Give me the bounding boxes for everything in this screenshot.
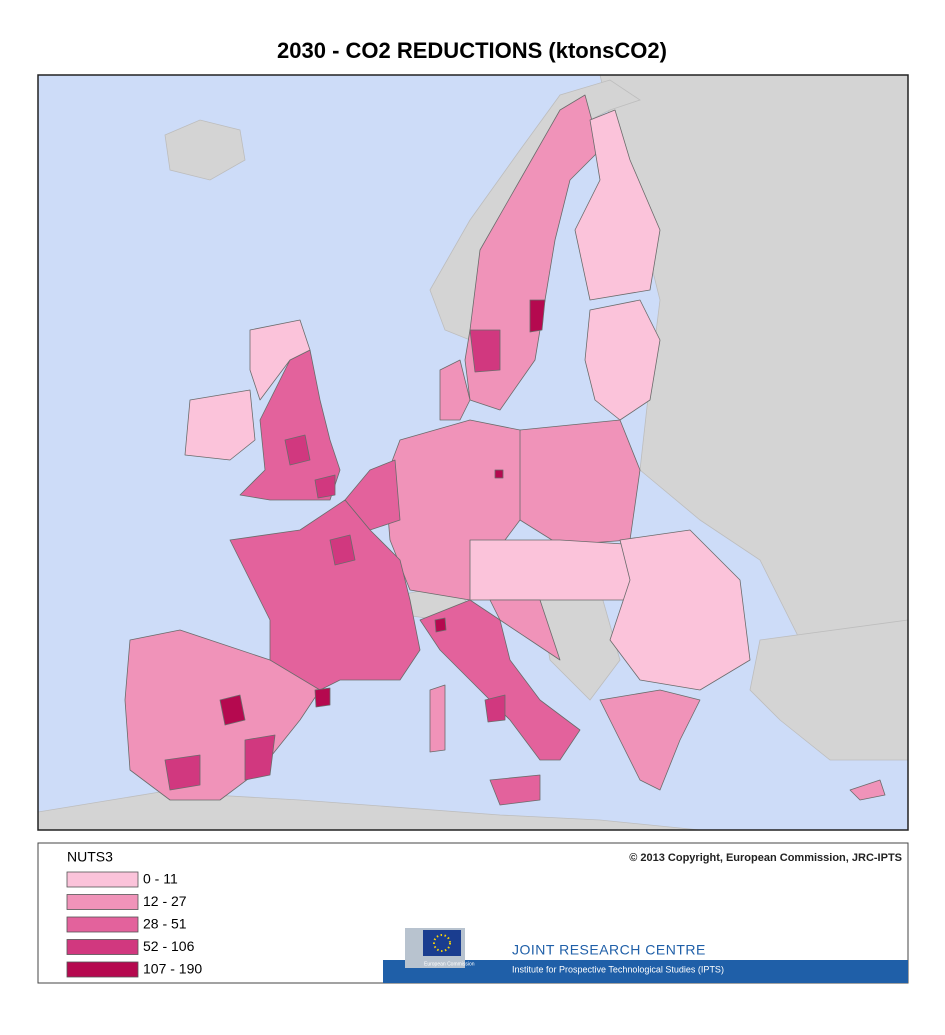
eu-stars — [433, 934, 451, 952]
legend: 0 - 11 12 - 27 28 - 51 52 - 106 107 - 190 — [66, 871, 202, 978]
nuts3-region — [574, 109, 661, 301]
copyright: © 2013 Copyright, European Commission, J… — [629, 852, 902, 864]
nuts3-region — [329, 534, 356, 566]
nuts3-region — [219, 694, 246, 726]
nuts3-region — [529, 299, 546, 333]
nuts3-region — [469, 539, 651, 601]
logo-bar — [383, 960, 908, 983]
nuts3-region — [184, 389, 256, 461]
non-eu-land — [749, 619, 908, 761]
nuts3-region — [584, 299, 661, 421]
regions — [124, 94, 886, 806]
eu-flag — [423, 930, 461, 956]
legend-label: 0 - 11 — [143, 871, 178, 887]
legend-swatch — [66, 939, 139, 955]
nuts3-region — [229, 499, 421, 701]
legend-label: 12 - 27 — [143, 893, 187, 909]
map-title: 2030 - CO2 REDUCTIONS (ktonsCO2) — [277, 38, 667, 63]
nuts3-region — [599, 689, 701, 791]
nuts3-region — [314, 474, 336, 499]
nuts3-region — [489, 599, 561, 661]
nuts3-region — [439, 359, 471, 421]
map — [38, 75, 908, 830]
nuts3-region — [284, 434, 311, 466]
logo-institute: Institute for Prospective Technological … — [512, 964, 724, 974]
legend-label: 28 - 51 — [143, 916, 187, 932]
legend-swatch — [66, 894, 139, 910]
nuts3-region — [434, 617, 447, 633]
legend-title: NUTS3 — [67, 849, 113, 865]
legend-swatch — [66, 871, 139, 888]
legend-label: 107 - 190 — [143, 961, 202, 977]
nuts3-region — [244, 734, 276, 781]
non-eu-land — [38, 791, 701, 830]
nuts3-region — [249, 319, 311, 401]
nuts3-region — [469, 329, 501, 373]
flag-caption: European Commission — [424, 961, 475, 967]
legend-label: 52 - 106 — [143, 938, 195, 954]
nuts3-region — [849, 779, 886, 801]
nuts3-region — [509, 419, 641, 546]
legend-swatch — [66, 961, 139, 978]
non-eu-land — [164, 119, 246, 181]
nuts3-region — [489, 774, 541, 806]
nuts3-region — [494, 469, 504, 479]
nuts3-region — [314, 687, 331, 708]
nuts3-region — [429, 684, 446, 753]
nuts3-region — [609, 529, 751, 691]
legend-swatch — [66, 916, 139, 933]
logo-name: JOINT RESEARCH CENTRE — [512, 942, 706, 958]
nuts3-region — [419, 599, 581, 761]
nuts3-region — [484, 694, 506, 723]
nuts3-region — [164, 754, 201, 791]
map-frame — [37, 74, 909, 831]
